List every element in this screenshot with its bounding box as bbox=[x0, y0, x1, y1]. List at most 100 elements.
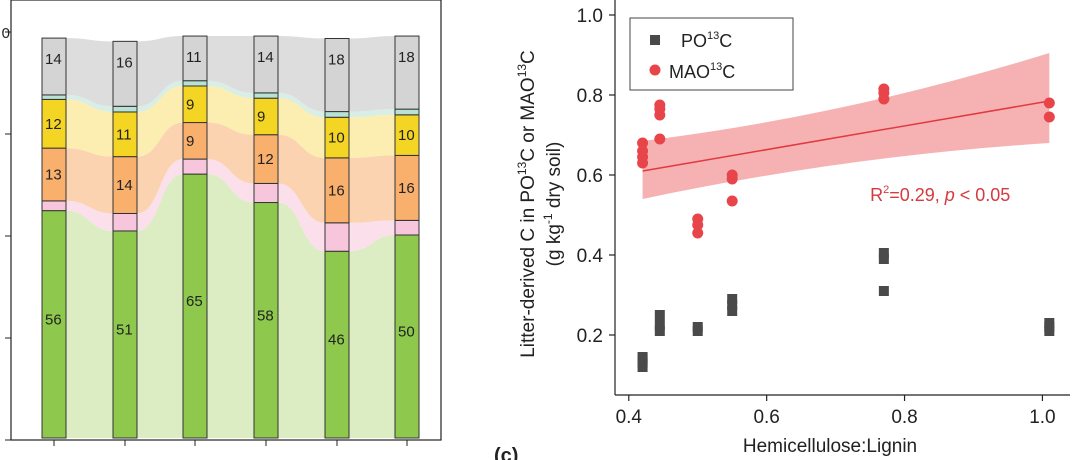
y-tick-label-1: 0.2 bbox=[577, 326, 603, 347]
bar-label-4-grey: 14 bbox=[257, 49, 274, 66]
point-mao13c-12 bbox=[726, 195, 738, 207]
bar-label-2-yellow: 11 bbox=[116, 126, 132, 143]
flow-green-1 bbox=[66, 210, 113, 438]
legend-box bbox=[629, 17, 794, 91]
scatter-axes bbox=[614, 0, 1070, 396]
bar-2-green bbox=[112, 230, 138, 439]
x-tick-label-4: 1.0 bbox=[1029, 407, 1055, 428]
bar-label-2-green: 51 bbox=[116, 321, 133, 338]
fit-annotation: R2=0.29, p < 0.05 bbox=[870, 184, 1010, 205]
bar-label-1-yellow: 12 bbox=[45, 116, 62, 133]
stack-value-labels: 56 13 12 14 51 14 11 16 65 9 9 11 58 12 9 14 46 16 10 18 50 1… bbox=[45, 49, 415, 349]
flow-grey-3 bbox=[207, 36, 254, 93]
flow-teal-3 bbox=[207, 80, 254, 99]
point-mao13c-4 bbox=[637, 137, 649, 149]
bar-2-grey bbox=[112, 40, 138, 107]
bar-6-grey bbox=[394, 35, 420, 110]
bar-1-orange bbox=[41, 147, 67, 202]
y-tick-label-2: 0.4 bbox=[577, 246, 604, 267]
flow-green-4 bbox=[278, 202, 325, 438]
legend-label-po13c: PO13C bbox=[681, 30, 732, 51]
point-po13c-12 bbox=[727, 294, 738, 304]
bar-label-4-yellow: 9 bbox=[257, 108, 265, 125]
bar-4-grey bbox=[253, 35, 279, 94]
regression-line bbox=[642, 100, 1050, 172]
scatter-ticks: 0.2 0.4 0.6 0.8 1.0 0.4 0.6 0.8 1.0 bbox=[577, 6, 1056, 428]
point-po13c-9 bbox=[692, 322, 703, 332]
bar-label-1-orange: 13 bbox=[45, 167, 62, 184]
stack-flow-bands bbox=[66, 36, 395, 438]
point-po13c-6 bbox=[654, 320, 665, 330]
point-mao13c-19 bbox=[1043, 97, 1055, 109]
point-po13c-11 bbox=[727, 300, 738, 310]
panel-label: (c) bbox=[494, 445, 518, 460]
flow-teal-4 bbox=[278, 92, 325, 118]
flow-yellow-5 bbox=[349, 114, 395, 158]
bar-label-4-green: 58 bbox=[257, 307, 274, 324]
flow-pink-4 bbox=[278, 183, 325, 252]
flow-grey-2 bbox=[137, 36, 183, 107]
point-po13c-13 bbox=[878, 286, 889, 296]
bar-label-2-orange: 14 bbox=[116, 177, 133, 194]
flow-green-2 bbox=[137, 174, 183, 438]
scatter-points bbox=[637, 83, 1055, 372]
bar-2-pink bbox=[112, 212, 138, 232]
bar-label-6-orange: 16 bbox=[398, 180, 415, 197]
legend-marker-po13c bbox=[650, 35, 660, 45]
point-mao13c-17 bbox=[878, 83, 890, 95]
bar-label-6-grey: 18 bbox=[398, 49, 415, 66]
confidence-band-area bbox=[642, 53, 1050, 199]
bar-2-teal bbox=[112, 105, 138, 113]
bar-1-pink bbox=[41, 200, 67, 212]
flow-pink-1 bbox=[66, 200, 113, 231]
bar-label-3-yellow: 9 bbox=[186, 96, 194, 113]
bar-4-orange bbox=[253, 134, 279, 184]
flow-teal-5 bbox=[349, 109, 395, 118]
y-axis-label: Litter-derived C in PO13C or MAO13C bbox=[515, 50, 539, 358]
flow-yellow-1 bbox=[66, 99, 113, 157]
flow-orange-2 bbox=[137, 122, 183, 214]
bar-label-3-orange: 9 bbox=[186, 133, 194, 150]
point-po13c-15 bbox=[878, 248, 889, 258]
point-po13c-5 bbox=[654, 326, 665, 336]
legend: PO13C MAO13C bbox=[629, 17, 794, 91]
bar-label-6-green: 50 bbox=[398, 324, 415, 341]
flow-grey-4 bbox=[278, 36, 325, 112]
flow-orange-1 bbox=[66, 148, 113, 214]
point-mao13c-3 bbox=[637, 145, 649, 157]
bar-3-teal bbox=[182, 80, 208, 87]
point-po13c-4 bbox=[637, 352, 648, 362]
bar-1-yellow bbox=[41, 98, 67, 149]
point-mao13c-18 bbox=[1043, 111, 1055, 123]
point-po13c-10 bbox=[727, 306, 738, 316]
bar-label-1-green: 56 bbox=[45, 311, 62, 328]
bar-5-teal bbox=[324, 111, 350, 118]
bar-label-6-yellow: 10 bbox=[398, 127, 415, 144]
bar-label-5-green: 46 bbox=[328, 332, 345, 349]
flow-orange-3 bbox=[207, 122, 254, 184]
stack-bars bbox=[41, 35, 420, 439]
flow-pink-5 bbox=[349, 220, 395, 252]
scatter-chart: 0.2 0.4 0.6 0.8 1.0 0.4 0.6 0.8 1.0 PO13C MAO13C… bbox=[494, 0, 1070, 460]
flow-grey-5 bbox=[349, 36, 395, 112]
y-tick-label-5: 1.0 bbox=[577, 6, 603, 27]
bar-5-grey bbox=[324, 37, 350, 113]
legend-label-mao13c: MAO13C bbox=[669, 61, 735, 82]
point-po13c-18 bbox=[1044, 318, 1055, 328]
fit-line bbox=[642, 100, 1050, 172]
flow-yellow-2 bbox=[137, 85, 183, 157]
flow-green-5 bbox=[349, 235, 395, 438]
bar-3-pink bbox=[182, 158, 208, 175]
x-tick-label-1: 0.4 bbox=[616, 407, 643, 428]
stacked-plot-frame bbox=[10, 0, 442, 441]
point-mao13c-11 bbox=[692, 213, 704, 225]
flow-yellow-4 bbox=[278, 98, 325, 158]
y-axis-label-units: (g kg-1 dry soil) bbox=[541, 142, 565, 267]
legend-marker-mao13c bbox=[649, 64, 661, 76]
bar-4-green bbox=[253, 202, 279, 439]
flow-teal-1 bbox=[66, 94, 113, 112]
flow-yellow-3 bbox=[207, 85, 254, 135]
bar-4-pink bbox=[253, 182, 279, 204]
bar-6-orange bbox=[394, 154, 420, 221]
bar-label-1-grey: 14 bbox=[45, 51, 62, 68]
